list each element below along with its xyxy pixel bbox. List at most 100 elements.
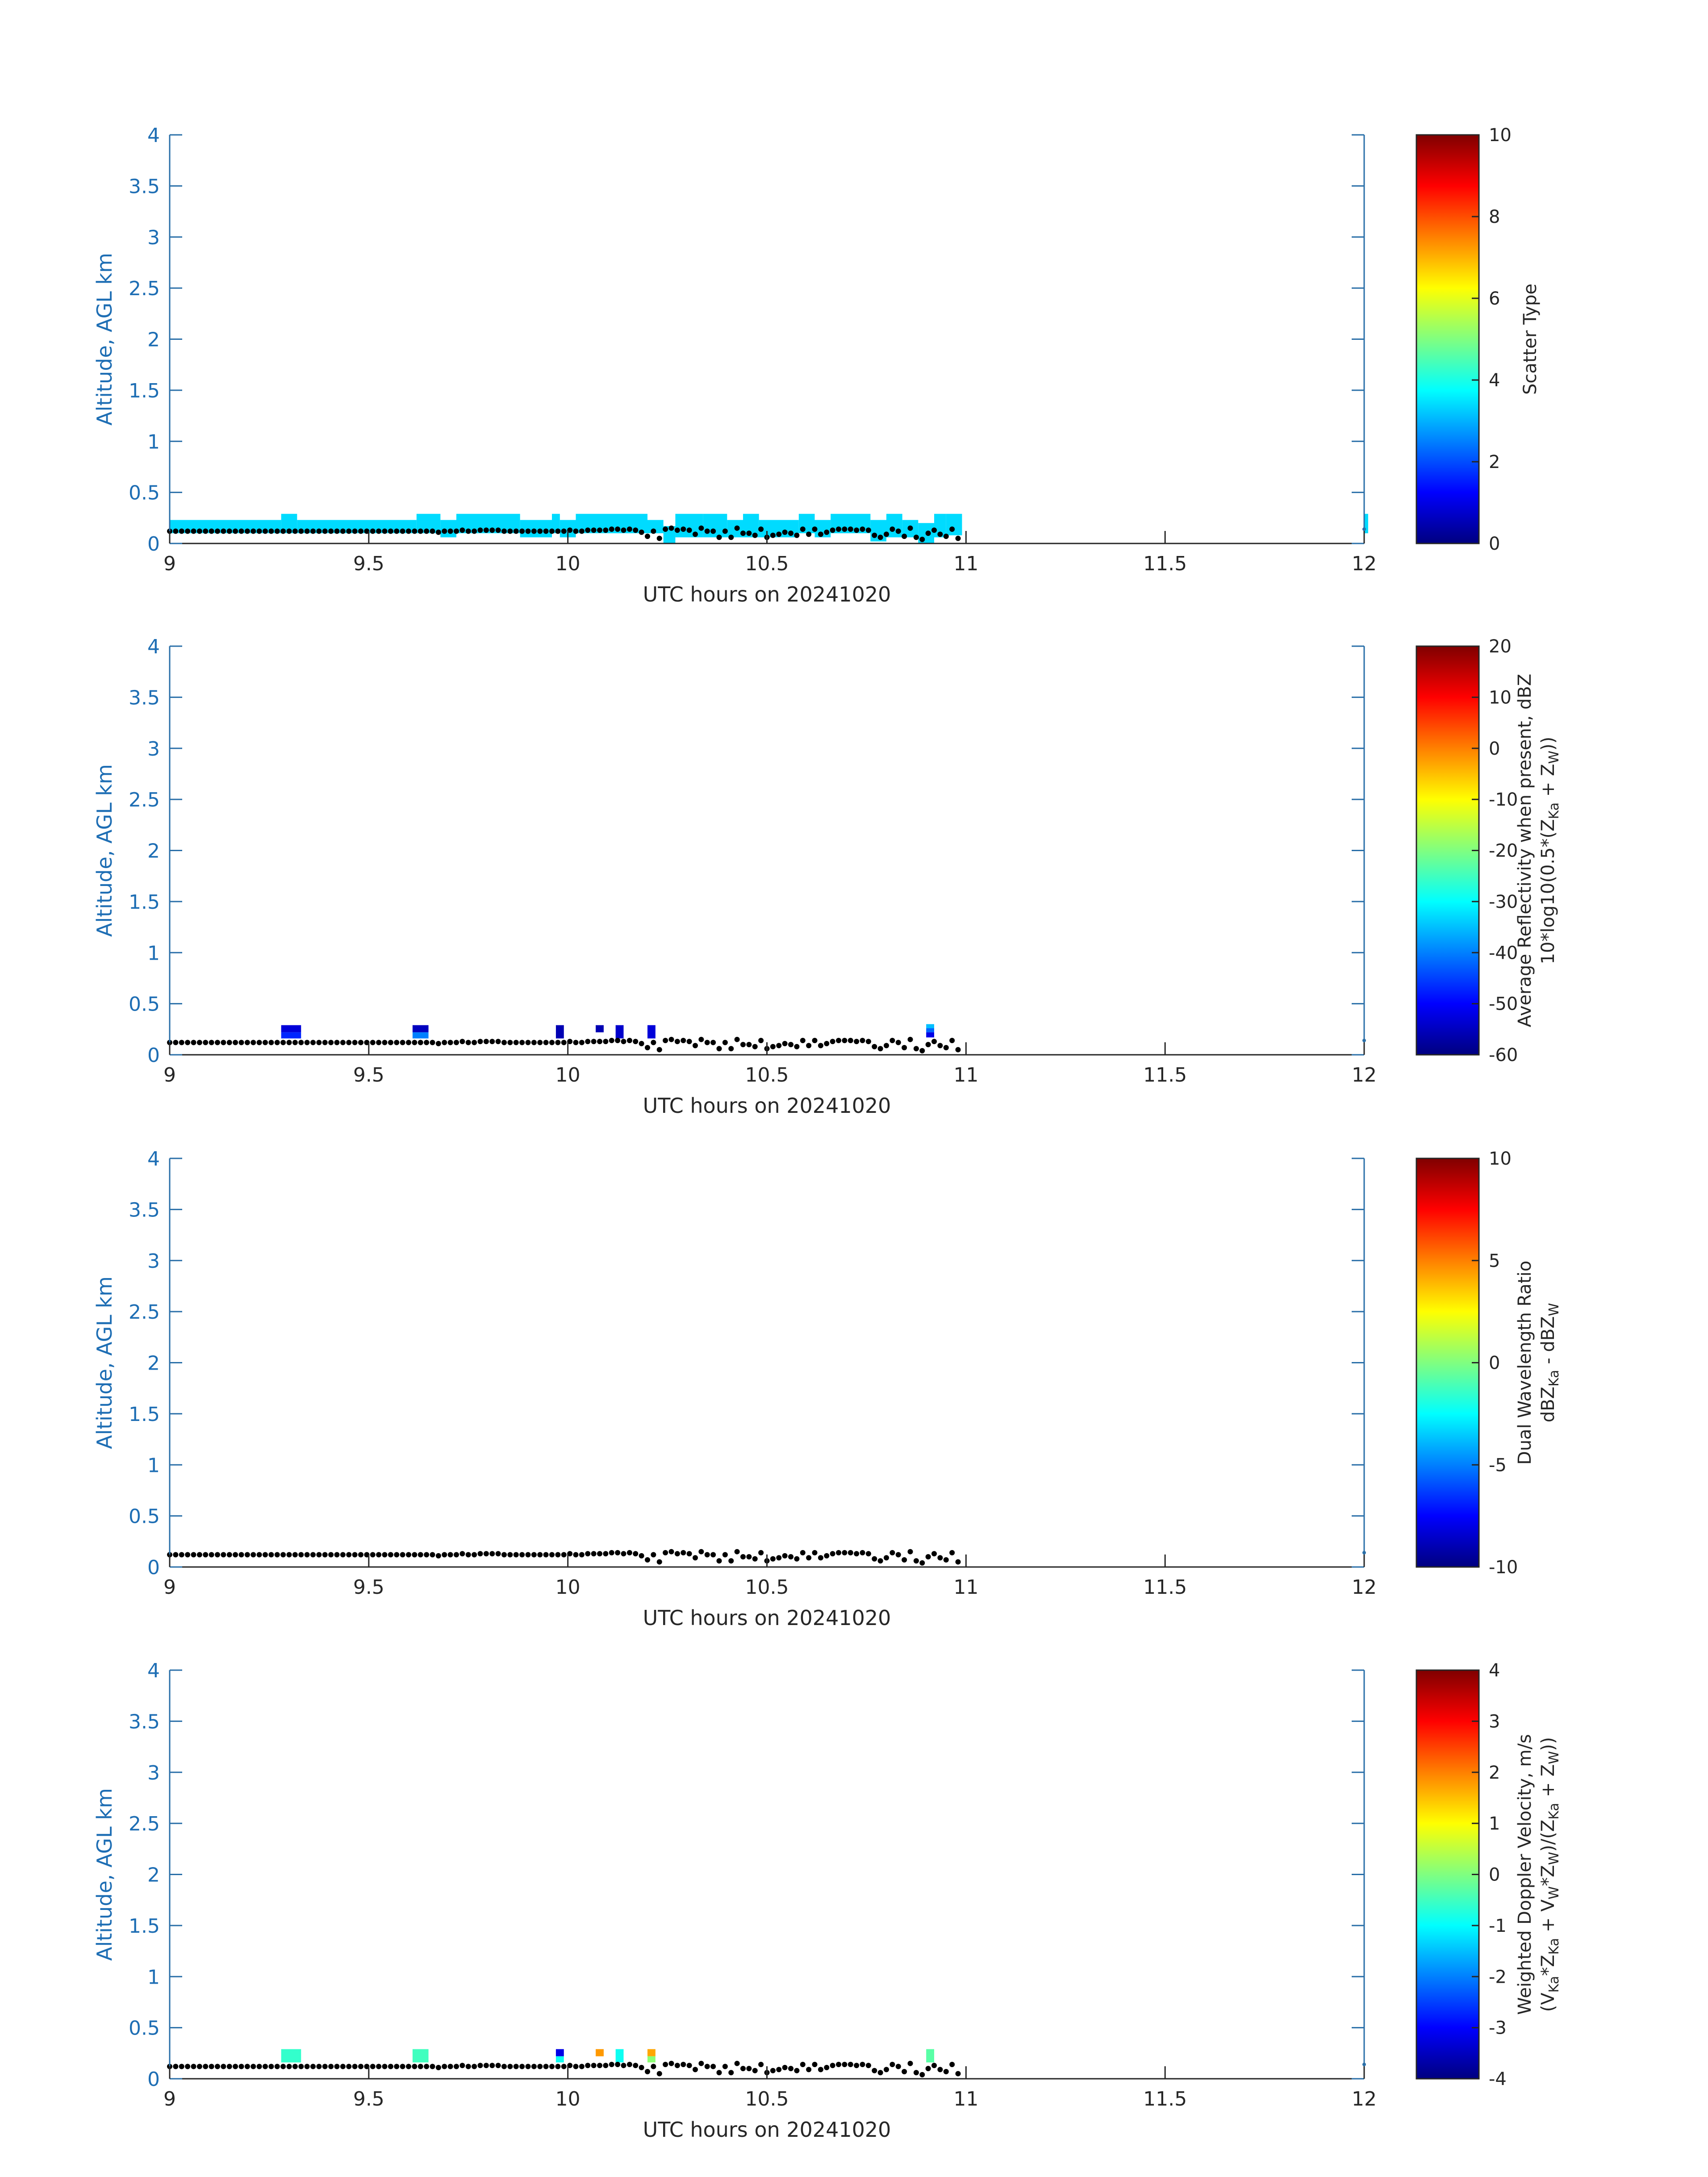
heatmap-cell [926, 1028, 934, 1032]
ground-dot [865, 2063, 871, 2068]
ground-dot [196, 2064, 202, 2069]
y-axis-label: Altitude, AGL km [92, 253, 117, 426]
ground-dot [185, 528, 191, 534]
y-tick-label: 2 [147, 1864, 160, 1887]
ground-dot [346, 1552, 352, 1558]
ground-dot [836, 526, 841, 532]
ground-dot [328, 1552, 334, 1558]
ground-dot [435, 529, 441, 535]
ground-dot [889, 526, 895, 532]
y-tick-label: 1.5 [129, 380, 160, 402]
ground-dot [693, 1043, 698, 1049]
colorbar-tick-label: 2 [1489, 452, 1500, 472]
ground-dot [902, 2068, 907, 2074]
ground-dot [179, 1040, 184, 1045]
y-tick-label: 1 [147, 1966, 160, 1989]
ground-dot [435, 1040, 441, 1046]
ground-dot [537, 1552, 543, 1558]
ground-dot [782, 1040, 788, 1046]
x-tick-label: 11 [953, 552, 978, 575]
ground-dot [274, 1040, 280, 1045]
ground-dot [244, 528, 250, 534]
colorbar-tick-label: 10 [1489, 1149, 1512, 1169]
y-tick-label: 1 [147, 1454, 160, 1477]
ground-dot [226, 528, 232, 534]
y-tick-label: 3 [147, 1250, 160, 1273]
heatmap-cells [281, 1024, 934, 1039]
ground-dot [352, 1552, 358, 1558]
ground-dot [877, 535, 883, 540]
ground-dot [734, 525, 740, 531]
ground-dot [884, 2067, 889, 2073]
colorbar-label-line1: Dual Wavelength Ratio [1515, 1261, 1535, 1465]
ground-dot [256, 2064, 262, 2069]
ground-dot [746, 2066, 752, 2072]
ground-dot [776, 531, 782, 537]
y-tick-label: 2.5 [129, 789, 160, 811]
x-tick-label: 9 [163, 1064, 176, 1086]
ground-dot [633, 1039, 639, 1045]
colorbar-tick-label: -20 [1489, 841, 1518, 861]
ground-dot [836, 2061, 841, 2067]
colorbar-tick-label: 2 [1489, 1763, 1500, 1783]
ground-dot [382, 1552, 388, 1558]
heatmap-cell [555, 1025, 564, 1039]
ground-dot [394, 528, 400, 534]
ground-dot [400, 2064, 405, 2069]
ground-dot [519, 528, 525, 534]
ground-dot [794, 532, 800, 538]
ground-dot [585, 1039, 591, 1045]
ground-dot [537, 2064, 543, 2069]
ground-dot [238, 1552, 244, 1558]
ground-dot [800, 526, 806, 532]
colorbar-tick-label: 20 [1489, 636, 1512, 657]
colorbar-tick-label: -4 [1489, 2069, 1507, 2089]
ground-dot [603, 527, 609, 533]
ground-dot [782, 529, 788, 535]
x-tick-label: 12 [1352, 552, 1377, 575]
ground-dot [913, 2070, 919, 2076]
ground-dot [681, 1037, 686, 1043]
ground-dot [561, 1552, 567, 1558]
ground-dot [226, 2064, 232, 2069]
heatmap-cell [412, 2049, 429, 2063]
colorbar-tick-label: 6 [1489, 288, 1500, 309]
y-tick-label: 2.5 [129, 1813, 160, 1835]
ground-dot [382, 2064, 388, 2069]
ground-dot [263, 2064, 268, 2069]
ground-dot [477, 1551, 483, 1557]
ground-dot [358, 1040, 363, 1045]
ground-dot [818, 2067, 823, 2073]
ground-dot [609, 1037, 614, 1043]
colorbar-label-line1: Weighted Doppler Velocity, m/s [1515, 1734, 1535, 2015]
ground-dot [394, 1552, 400, 1558]
colorbar-label-subscript: W [1546, 1303, 1562, 1316]
y-tick-label: 3.5 [129, 175, 160, 198]
colorbar-tick-label: -5 [1489, 1455, 1507, 1475]
ground-dot [716, 535, 722, 540]
y-tick-label: 3 [147, 738, 160, 760]
ground-dot [292, 528, 298, 534]
ground-dot [693, 531, 698, 537]
ground-dot [597, 527, 602, 533]
colorbar-label-subscript: W [1546, 751, 1562, 764]
ground-dots [167, 1549, 1366, 1566]
ground-dot [854, 1039, 860, 1045]
ground-dot [280, 1552, 286, 1558]
ground-dot [752, 1556, 758, 1562]
ground-dot [280, 2064, 286, 2069]
colorbar-label-line2: - dBZ [1538, 1316, 1558, 1370]
ground-dot [322, 528, 328, 534]
y-axis-label: Altitude, AGL km [92, 764, 117, 937]
ground-dot [937, 531, 943, 537]
ground-dot [215, 2064, 220, 2069]
ground-dot [776, 2067, 782, 2073]
ground-dot [340, 1552, 346, 1558]
heatmap-cell [946, 514, 962, 535]
ground-dot [185, 1552, 191, 1558]
x-tick-label: 11 [953, 1576, 978, 1599]
colorbar-tick-label: 3 [1489, 1711, 1500, 1732]
colorbar-tick-label: 0 [1489, 534, 1500, 554]
ground-dot [663, 1037, 668, 1043]
colorbar-tick-label: 0 [1489, 1353, 1500, 1374]
